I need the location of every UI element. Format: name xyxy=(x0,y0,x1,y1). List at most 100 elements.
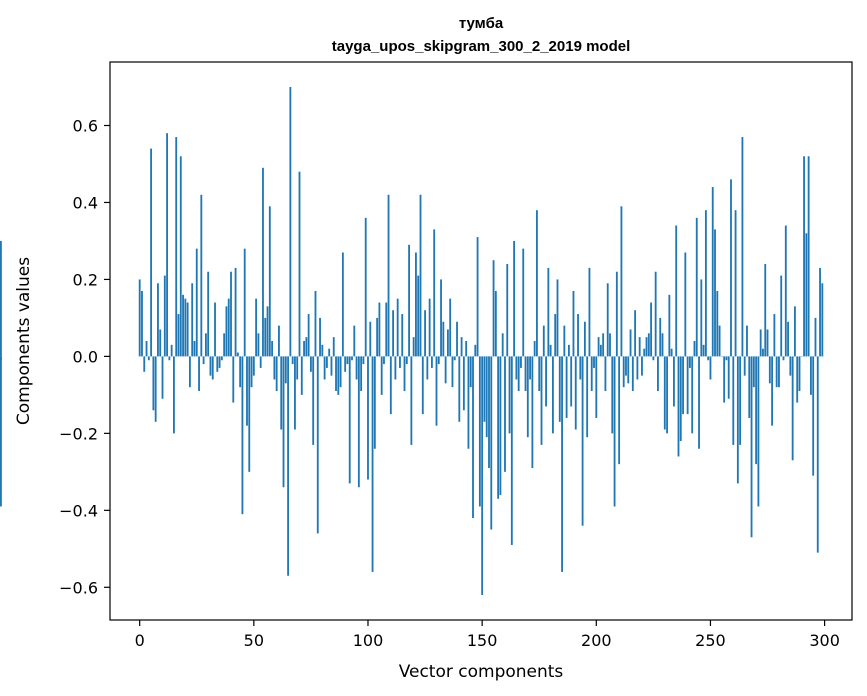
bar-157 xyxy=(497,356,500,499)
bar-31 xyxy=(209,356,212,376)
bar-201 xyxy=(597,337,600,357)
bar-274 xyxy=(764,264,767,357)
bar-11 xyxy=(163,275,166,357)
bar-143 xyxy=(465,341,468,357)
bar-24 xyxy=(193,341,196,357)
bar-146 xyxy=(472,356,474,519)
bar-189 xyxy=(570,356,573,407)
bar-163 xyxy=(510,356,513,545)
bar-225 xyxy=(652,356,655,361)
bar-142 xyxy=(462,356,465,411)
bar-99 xyxy=(364,217,367,357)
bar-5 xyxy=(150,148,153,357)
bar-272 xyxy=(759,329,762,357)
bar-171 xyxy=(529,356,531,380)
bar-112 xyxy=(394,356,397,380)
bar-104 xyxy=(376,317,379,357)
bar-185 xyxy=(561,356,563,572)
bar-22 xyxy=(188,356,191,388)
bar-151 xyxy=(483,356,486,422)
bar-57 xyxy=(268,206,271,357)
bar-214 xyxy=(627,356,630,384)
bar-71 xyxy=(300,356,303,395)
bar-205 xyxy=(606,283,609,357)
bar-219 xyxy=(638,337,641,357)
bar-287 xyxy=(794,306,796,357)
bar-undefined xyxy=(0,356,2,507)
bar-131 xyxy=(437,356,440,365)
bar-280 xyxy=(778,356,780,388)
bar-183 xyxy=(556,279,559,357)
bar-233 xyxy=(670,348,673,357)
chart-title: тумба xyxy=(459,15,504,32)
chart-subtitle: tayga_upos_skipgram_300_2_2019 model xyxy=(332,38,631,55)
bar-149 xyxy=(478,356,481,507)
bar-264 xyxy=(741,137,744,357)
bar-292 xyxy=(805,233,808,357)
bar-40 xyxy=(230,271,232,357)
bar-173 xyxy=(533,341,536,357)
bar-43 xyxy=(236,352,239,357)
bar-56 xyxy=(266,306,269,357)
bar-162 xyxy=(508,356,511,434)
bar-13 xyxy=(168,356,171,361)
bar-251 xyxy=(711,187,714,357)
bar-155 xyxy=(492,260,495,357)
x-tick-label: 200 xyxy=(581,631,612,650)
bar-184 xyxy=(558,356,561,422)
bar-135 xyxy=(446,329,449,357)
bar-293 xyxy=(807,156,810,357)
bars-group xyxy=(0,87,824,595)
bar-2 xyxy=(143,356,146,372)
bar-96 xyxy=(357,356,360,488)
bar-256 xyxy=(723,356,726,403)
bar-230 xyxy=(663,356,666,430)
bar-89 xyxy=(341,252,344,357)
x-axis-label: Vector components xyxy=(399,662,564,682)
bar-77 xyxy=(314,290,317,357)
bar-55 xyxy=(264,317,267,357)
bar-226 xyxy=(654,271,657,357)
bar-30 xyxy=(207,271,210,357)
bar-138 xyxy=(453,356,456,361)
bar-7 xyxy=(154,356,157,422)
bar-109 xyxy=(387,194,390,357)
bar-156 xyxy=(494,290,497,357)
bar-116 xyxy=(403,356,406,392)
bar-60 xyxy=(275,356,278,392)
bar-282 xyxy=(782,356,785,361)
bar-91 xyxy=(346,356,349,365)
bar-262 xyxy=(736,356,739,484)
bar-227 xyxy=(657,356,659,392)
bar-278 xyxy=(773,314,776,357)
bar-34 xyxy=(216,356,219,372)
bar-296 xyxy=(814,317,817,357)
bar-6 xyxy=(152,356,155,411)
bar-83 xyxy=(328,348,331,357)
bar-158 xyxy=(499,356,502,495)
bar-177 xyxy=(542,325,545,357)
bar-267 xyxy=(748,356,751,418)
bar-285 xyxy=(789,356,792,376)
bar-240 xyxy=(686,356,689,415)
bar-63 xyxy=(282,356,285,488)
bar-291 xyxy=(803,156,805,357)
bar-153 xyxy=(488,356,490,468)
bar-246 xyxy=(700,279,703,357)
bar-250 xyxy=(709,356,712,380)
bar-61 xyxy=(278,325,280,357)
bar-119 xyxy=(410,356,413,445)
bar-105 xyxy=(378,302,381,357)
bar-67 xyxy=(291,356,294,365)
y-tick-label: 0.2 xyxy=(73,270,98,289)
bar-239 xyxy=(684,252,687,357)
bar-9 xyxy=(159,329,162,357)
bar-218 xyxy=(636,356,639,380)
bar-100 xyxy=(367,356,369,480)
bar-129 xyxy=(433,229,436,357)
bar-117 xyxy=(405,356,408,365)
bar-140 xyxy=(458,356,461,422)
bar-210 xyxy=(618,356,621,465)
bar-97 xyxy=(360,356,363,392)
bar-271 xyxy=(757,356,760,507)
